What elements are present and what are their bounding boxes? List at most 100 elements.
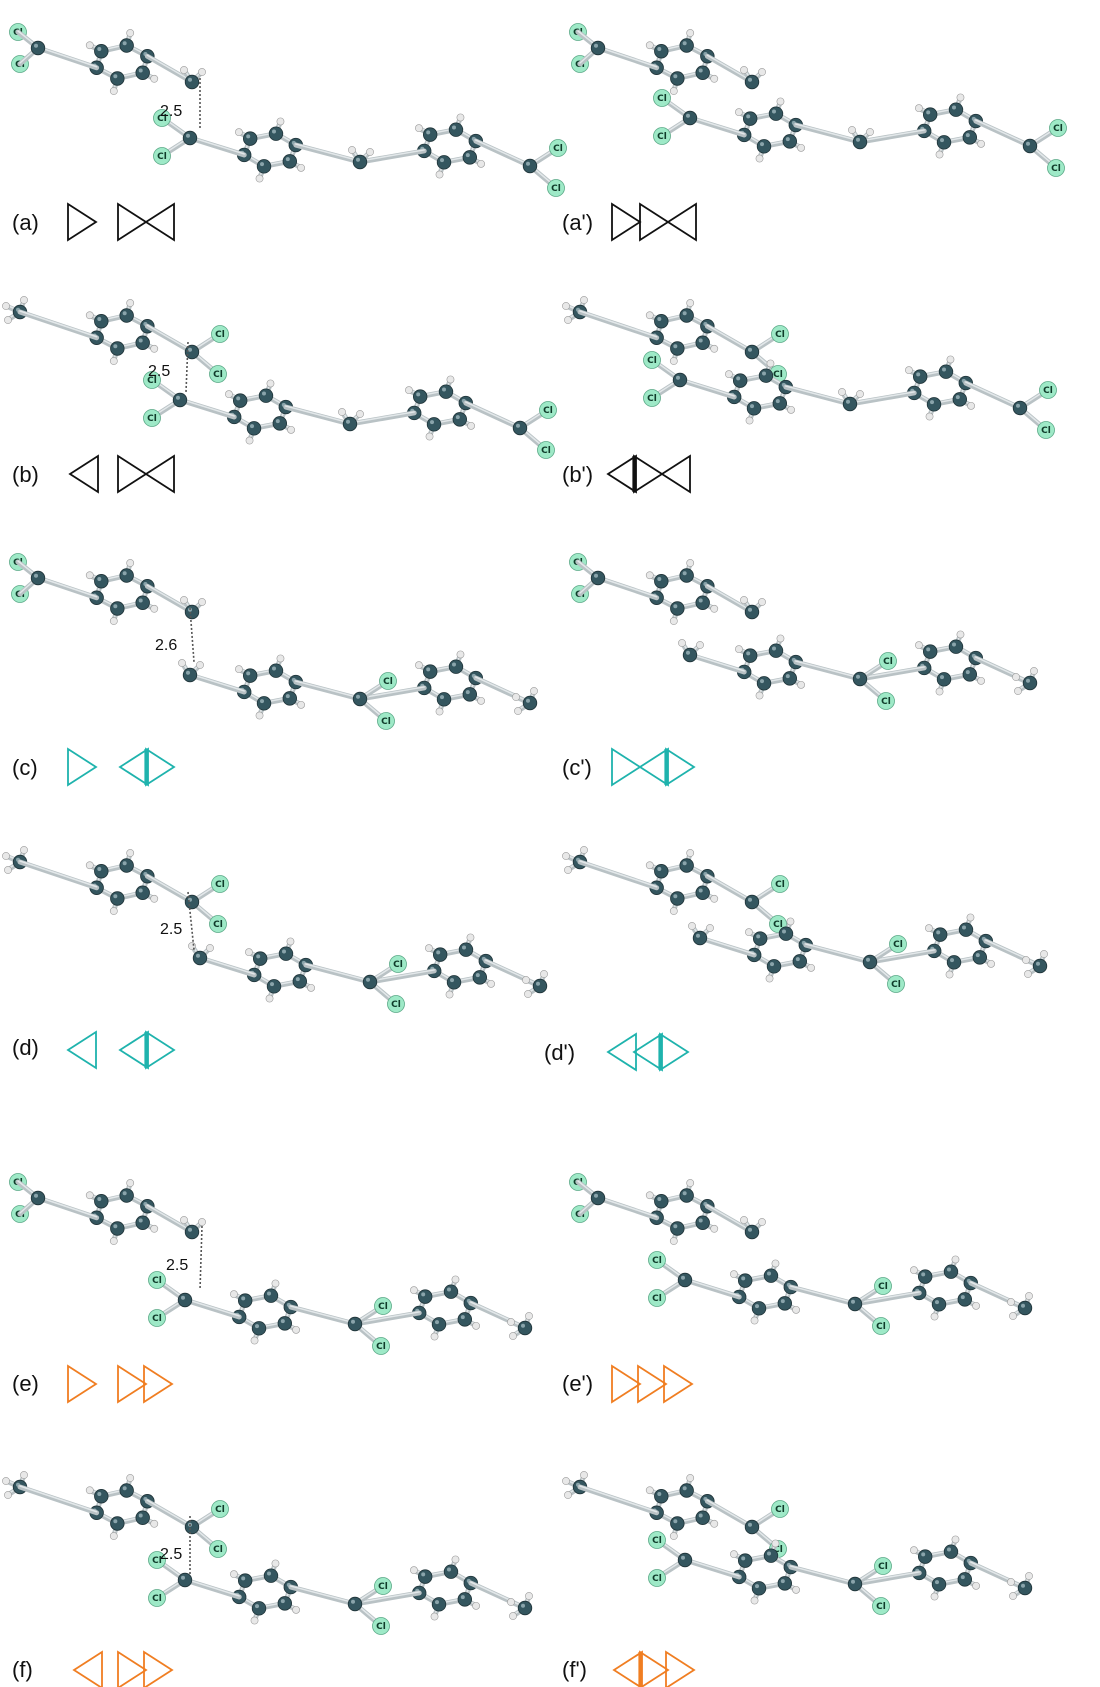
carbon-atom — [943, 1544, 959, 1559]
chlorine-atom — [872, 1317, 890, 1335]
bond — [357, 148, 427, 165]
hydrogen-atom — [669, 617, 678, 625]
carbon-atom — [744, 604, 760, 620]
carbon-atom-shine — [960, 1575, 965, 1580]
chlorine-atom — [1049, 119, 1067, 137]
carbon-atom-shine — [122, 311, 127, 316]
chlorine-atom-label: Cl — [1051, 164, 1061, 174]
hydrogen-atom — [415, 124, 423, 133]
carbon-atom-shine — [780, 1299, 785, 1304]
hydrogen-atom — [686, 299, 695, 307]
chlorine-atom-label: Cl — [878, 1562, 888, 1572]
hydrogen-atom — [196, 661, 204, 669]
hydrogen-atom — [710, 894, 719, 903]
carbon-atom-shine — [270, 982, 275, 987]
carbon-atom — [110, 1221, 125, 1236]
hydrogen-atom — [109, 357, 118, 365]
hydrogen-atom — [745, 416, 754, 425]
hydrogen-atom — [977, 139, 985, 148]
carbon-atom — [256, 159, 272, 174]
hydrogen-atom — [180, 66, 188, 74]
carbon-atom — [852, 671, 868, 687]
hydrogen-atom — [126, 559, 135, 567]
hydrogen-atom — [645, 1486, 654, 1495]
bond — [577, 1484, 660, 1516]
chlorine-atom-label: Cl — [152, 1556, 162, 1566]
contact-line-4 — [199, 1225, 203, 1291]
carbon-atom — [422, 127, 438, 142]
carbon-atom — [590, 40, 606, 56]
hydrogen-atom — [410, 1286, 418, 1295]
chlorine-atom — [874, 1557, 892, 1575]
bond — [687, 652, 747, 675]
carbon-atom-shine — [1021, 1303, 1025, 1308]
bond — [704, 53, 755, 85]
carbon-atom — [135, 1510, 150, 1525]
hydrogen-atom — [487, 979, 495, 988]
symbol-e-prime-1 — [611, 1364, 642, 1404]
carbon-atom — [695, 1510, 710, 1525]
chlorine-atom — [209, 915, 227, 933]
hydrogen-atom — [4, 1491, 12, 1499]
bond-highlight — [146, 1204, 193, 1232]
chlorine-atom — [771, 875, 789, 893]
bond — [293, 679, 363, 702]
carbon-atom-shine — [741, 1276, 746, 1281]
carbon-atom-shine — [176, 395, 180, 400]
hydrogen-atom — [1040, 950, 1048, 958]
carbon-atom-shine — [435, 1320, 440, 1325]
carbon-atom — [695, 65, 710, 80]
hydrogen-atom — [178, 659, 186, 667]
bond-highlight — [790, 1565, 856, 1584]
carbon-atom-shine — [241, 1576, 246, 1581]
carbon-atom-shine — [921, 1272, 926, 1277]
hydrogen-atom — [150, 894, 159, 903]
symbol-b-pair-1 — [117, 454, 148, 494]
hydrogen-atom — [126, 1474, 135, 1482]
hydrogen-atom — [20, 296, 28, 304]
carbon-atom-shine — [1036, 961, 1040, 966]
hydrogen-atom — [4, 316, 12, 324]
carbon-atom — [1022, 138, 1038, 154]
bond — [697, 935, 757, 958]
hydrogen-atom — [456, 650, 465, 659]
carbon-atom — [184, 1224, 200, 1240]
carbon-atom — [457, 1312, 473, 1327]
bond — [293, 142, 363, 165]
hydrogen-atom — [915, 641, 923, 650]
bond-highlight — [706, 874, 753, 902]
carbon-atom — [777, 1296, 793, 1311]
carbon-atom — [670, 1221, 685, 1236]
chlorine-atom-label: Cl — [541, 446, 551, 456]
hydrogen-atom — [740, 66, 748, 74]
bond-highlight — [37, 576, 98, 598]
bond — [595, 45, 660, 71]
carbon-atom — [654, 1489, 669, 1504]
hydrogen-atom — [522, 976, 530, 984]
carbon-atom — [958, 922, 974, 937]
chlorine-atom — [771, 325, 789, 343]
chlorine-atom — [539, 401, 557, 419]
bond — [803, 942, 873, 965]
hydrogen-atom — [150, 1224, 159, 1233]
carbon-atom-shine — [682, 1486, 687, 1491]
bond-highlight — [706, 54, 753, 82]
carbon-atom-shine — [673, 894, 678, 899]
carbon-atom-shine — [295, 977, 300, 982]
bond — [857, 665, 927, 682]
hydrogen-atom — [669, 87, 678, 95]
carbon-atom — [679, 308, 694, 323]
carbon-atom — [362, 974, 378, 990]
bond — [17, 1484, 100, 1516]
chlorine-atom — [653, 127, 671, 145]
carbon-atom-shine — [113, 344, 118, 349]
hydrogen-atom — [1030, 667, 1038, 675]
carbon-atom — [184, 604, 200, 620]
hydrogen-atom — [725, 370, 733, 379]
carbon-atom — [532, 978, 548, 994]
bond — [303, 962, 373, 985]
hydrogen-atom — [2, 302, 10, 310]
chlorine-atom-label: Cl — [891, 980, 901, 990]
hydrogen-atom — [297, 163, 305, 172]
bond-highlight — [706, 1499, 753, 1527]
